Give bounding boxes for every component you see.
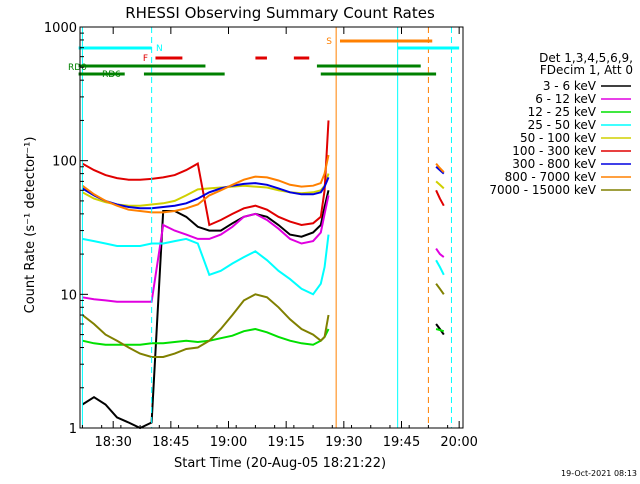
y-tick-label-2: 100 [52, 155, 77, 170]
series-line-0 [81, 190, 330, 430]
legend-label-7: 800 - 7000 keV [505, 170, 597, 184]
plot-frame [79, 26, 464, 429]
timestamp: 19-Oct-2021 08:13 [561, 469, 637, 478]
series-line-5 [81, 120, 330, 227]
y-tick-label-1: 10 [60, 288, 77, 303]
legend-header-line-0: Det 1,3,4,5,6,9, [539, 51, 633, 65]
x-tick-label-5: 19:45 [383, 435, 420, 450]
tail-series-line-7 [435, 162, 445, 173]
tail-series-line-5 [435, 189, 445, 207]
legend-label-5: 100 - 300 keV [512, 144, 596, 158]
tail-series-line-4 [435, 180, 445, 190]
tail-series-line-8 [435, 283, 445, 295]
legend-label-6: 300 - 800 keV [512, 157, 596, 171]
flag-label-s: S [326, 37, 332, 47]
x-tick-label-2: 19:00 [210, 435, 247, 450]
x-tick-label-1: 18:45 [152, 435, 189, 450]
series-line-4 [81, 173, 330, 207]
legend-label-8: 7000 - 15000 keV [489, 183, 596, 197]
series-line-1 [82, 195, 330, 303]
tail-series-line-1 [435, 248, 445, 258]
y-tick-label-0: 1 [69, 422, 77, 437]
chart-title: RHESSI Observing Summary Count Rates [125, 4, 435, 22]
flag-label-f: F [143, 54, 148, 64]
tail-series-line-6 [435, 166, 445, 175]
series-line-7 [81, 154, 330, 214]
flag-label-rd0: RD0 [68, 63, 87, 73]
legend-label-4: 50 - 100 keV [520, 131, 597, 145]
x-tick-label-3: 19:15 [267, 435, 304, 450]
vertical-markers [81, 27, 452, 428]
x-tick-label-6: 20:00 [440, 435, 477, 450]
legend-label-0: 3 - 6 keV [543, 79, 597, 93]
series-line-2 [82, 327, 330, 346]
legend-header-line-1: FDecim 1, Att 0 [540, 63, 633, 77]
tail-series-line-2 [435, 328, 445, 333]
series-line-6 [81, 177, 330, 210]
legend: Det 1,3,4,5,6,9,FDecim 1, Att 0 3 - 6 keV… [489, 51, 633, 197]
flag-label-n: N [156, 44, 163, 54]
tail-series-line-3 [435, 259, 445, 276]
flag-label-rd6: RD6 [102, 70, 121, 80]
flag-bars: NF S RD0 RD6 [68, 37, 460, 80]
y-tick-label-3: 1000 [44, 21, 77, 36]
legend-label-1: 6 - 12 keV [535, 92, 597, 106]
series-group [81, 120, 445, 430]
series-line-3 [82, 234, 330, 296]
tail-series-line-0 [435, 323, 445, 336]
y-axis-label: Count Rate (s⁻¹ detector⁻¹) [23, 137, 38, 314]
x-tick-label-0: 18:30 [94, 435, 131, 450]
x-axis-label: Start Time (20-Aug-05 18:21:22) [174, 456, 386, 471]
series-line-8 [81, 293, 330, 358]
x-tick-label-4: 19:30 [325, 435, 362, 450]
legend-label-2: 12 - 25 keV [528, 105, 597, 119]
axes-group: 18:30 18:45 19:00 19:15 19:30 19:45 20:00 1 10 10… [44, 21, 478, 450]
legend-label-3: 25 - 50 keV [528, 118, 597, 132]
